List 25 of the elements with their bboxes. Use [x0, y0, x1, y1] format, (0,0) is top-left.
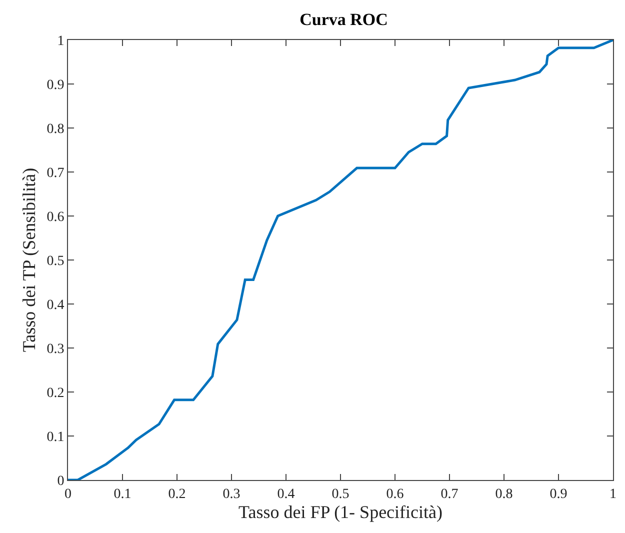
- x-axis-title: Tasso dei FP (1- Specificità): [238, 502, 443, 522]
- x-tick-label: 0.2: [168, 486, 186, 502]
- y-tick-label: 1: [57, 34, 64, 49]
- y-tick-label: 0.1: [46, 430, 64, 445]
- x-tick-label: 0.1: [114, 486, 132, 502]
- chart-title: Curva ROC: [300, 10, 388, 30]
- x-tick-label: 0.8: [495, 486, 513, 502]
- x-tick-label: 0.5: [332, 486, 350, 502]
- x-tick-label: 0.6: [386, 486, 404, 502]
- x-tick-label: 0.9: [550, 486, 568, 502]
- line-series: [68, 40, 613, 480]
- y-axis-title: Tasso dei TP (Sensibilità): [18, 168, 39, 352]
- y-tick-label: 0: [57, 474, 64, 489]
- y-tick-label: 0.9: [46, 78, 64, 93]
- y-tick-label: 0.7: [46, 166, 64, 181]
- y-tick-label: 0.3: [46, 342, 64, 357]
- y-tick-label: 0.6: [46, 210, 64, 225]
- x-tick-label: 1: [610, 486, 616, 502]
- y-tick-label: 0.8: [46, 122, 64, 137]
- x-tick-label: 0.7: [440, 486, 458, 502]
- x-tick-label: 0.3: [222, 486, 240, 502]
- x-tick-label: 0.4: [277, 486, 295, 502]
- y-tick-label: 0.4: [46, 298, 64, 313]
- y-tick-label: 0.5: [46, 254, 64, 269]
- y-tick-label: 0.2: [46, 386, 64, 401]
